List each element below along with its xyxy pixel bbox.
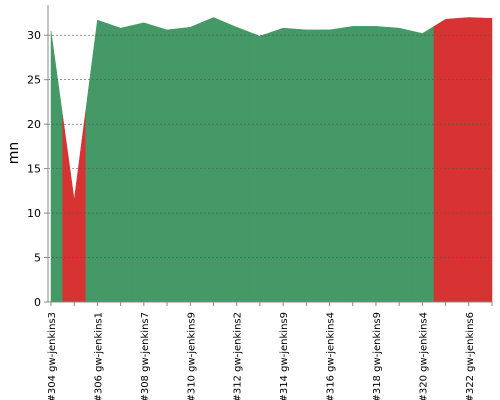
x-tick-label: #308 gw-jenkins7 xyxy=(140,312,151,400)
x-tick-label: #316 gw-jenkins4 xyxy=(326,312,337,400)
area-segment xyxy=(178,21,203,303)
area-segment xyxy=(248,31,272,303)
area-segment xyxy=(131,22,156,303)
area-segment xyxy=(480,17,493,303)
x-tick-label: #304 gw-jenkins3 xyxy=(47,312,58,400)
y-tick-label: 30 xyxy=(27,29,41,42)
area-segment xyxy=(155,26,179,303)
area-segment xyxy=(456,17,481,303)
area-segment xyxy=(271,27,295,303)
x-tick-label: #322 gw-jenkins6 xyxy=(465,312,476,400)
area-segment xyxy=(364,26,388,303)
area-segment xyxy=(201,17,226,303)
y-tick-label: 10 xyxy=(27,207,41,220)
area-segment xyxy=(50,30,63,303)
x-tick-label: #314 gw-jenkins9 xyxy=(279,312,290,400)
area-segment xyxy=(294,28,319,303)
x-tick-label: #312 gw-jenkins2 xyxy=(233,312,244,400)
area-segment xyxy=(108,23,133,303)
area-segment xyxy=(224,21,249,303)
x-tick-label: #318 gw-jenkins9 xyxy=(372,312,383,400)
area-segment xyxy=(62,109,87,303)
y-axis-label: mn xyxy=(6,142,22,165)
y-tick-label: 0 xyxy=(34,296,41,309)
area-segment xyxy=(85,19,110,303)
area-segment xyxy=(317,27,342,303)
x-tick-label: #320 gw-jenkins4 xyxy=(418,312,429,400)
area-segment xyxy=(387,26,412,303)
area-segment xyxy=(433,18,458,303)
area-segment xyxy=(340,26,365,303)
y-tick-label: 20 xyxy=(27,118,41,131)
area-segment xyxy=(410,25,435,303)
x-tick-label: #310 gw-jenkins9 xyxy=(186,312,197,400)
y-tick-label: 15 xyxy=(27,163,41,176)
y-tick-label: 5 xyxy=(34,252,41,265)
x-tick-label: #306 gw-jenkins1 xyxy=(93,312,104,400)
y-tick-label: 25 xyxy=(27,74,41,87)
